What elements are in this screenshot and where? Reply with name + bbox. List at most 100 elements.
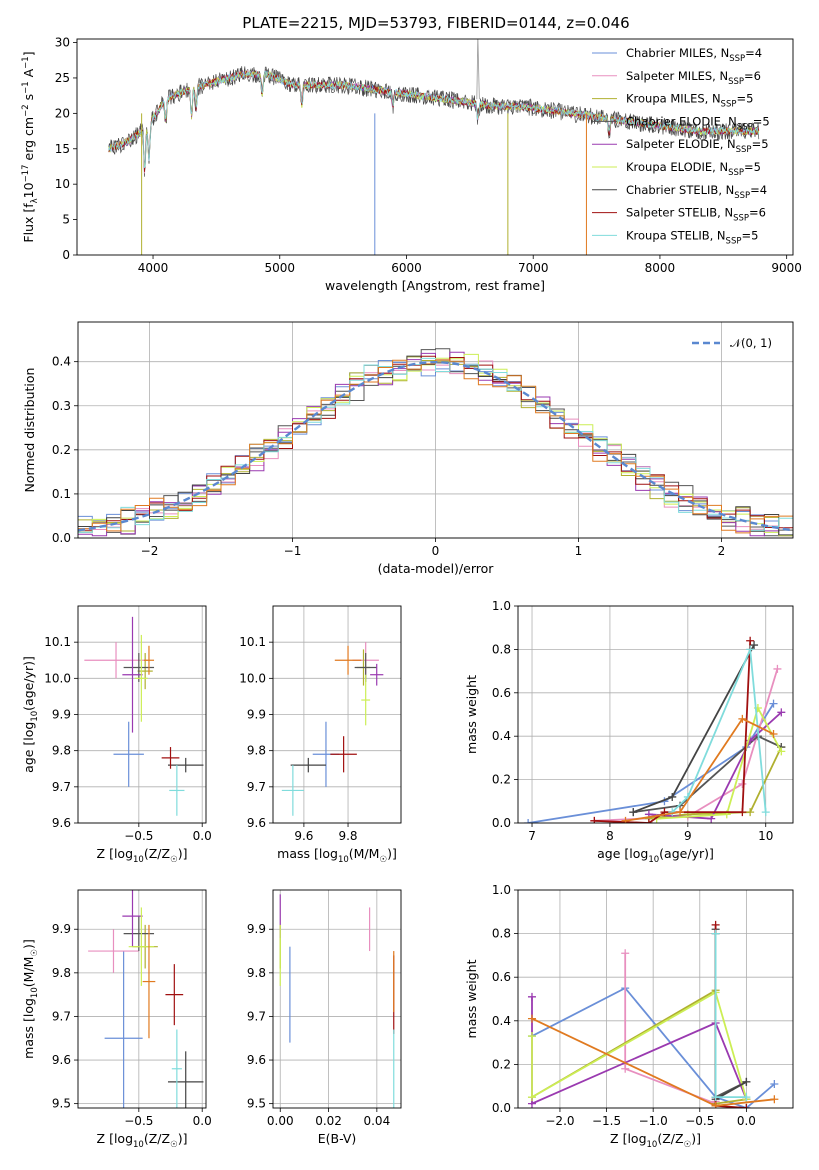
weight-marker	[769, 699, 778, 708]
y-tick-label: 10.0	[239, 671, 266, 685]
y-tick-label: 0.0	[492, 816, 511, 830]
y-axis-label: Normed distribution	[22, 368, 37, 493]
plot-area	[78, 348, 793, 537]
weight-marker	[742, 1104, 751, 1108]
y-tick-label: 9.5	[52, 1097, 71, 1111]
normal-curve	[78, 360, 793, 532]
y-axis-label: mass weight	[464, 675, 479, 754]
y-tick-label: 25	[55, 71, 70, 85]
axes-frame	[517, 889, 794, 1109]
axes-frame	[517, 605, 794, 824]
y-axis-label: age [log10(age/yr)]	[21, 656, 40, 773]
y-tick-label: 9.8	[52, 966, 71, 980]
x-tick-label: 9.6	[294, 829, 313, 843]
x-tick-label: −1.5	[592, 1114, 621, 1128]
weight-marker	[527, 1032, 536, 1041]
weight-marker	[738, 808, 747, 817]
x-tick-label: 0.02	[315, 1114, 342, 1128]
y-axis-label: mass [log10(M/M☉)]	[21, 939, 40, 1059]
x-tick-label: 0	[432, 544, 440, 558]
y-tick-label: 0.0	[492, 1101, 511, 1115]
weight-marker	[738, 714, 747, 723]
weight-marker	[621, 816, 630, 823]
y-tick-label: 9.6	[52, 1053, 71, 1067]
y-tick-label: 0.6	[492, 686, 511, 700]
y-tick-label: 10.1	[44, 635, 71, 649]
weight-marker	[711, 1093, 720, 1102]
legend-label: Kroupa STELIB, NSSP=5	[626, 228, 758, 246]
weight-marker	[668, 792, 677, 801]
y-axis-label: mass weight	[464, 959, 479, 1038]
y-tick-label: 0.8	[492, 927, 511, 941]
x-axis-label: (data-model)/error	[378, 561, 495, 576]
weight-marker	[524, 819, 533, 823]
weight-line	[714, 929, 747, 1101]
spectrum-panel: 4000 5000 6000 7000 8000 9000 0 5 10 15 20 25 30 wave…	[21, 36, 802, 293]
weight-line	[625, 717, 774, 822]
legend-label: Chabrier ELODIE, NSSP=5	[626, 114, 770, 132]
x-tick-label: 4000	[138, 261, 169, 275]
x-tick-label: −0.5	[124, 829, 153, 843]
y-tick-label: 9.5	[247, 1097, 266, 1111]
y-tick-label: 0.4	[492, 1014, 511, 1028]
x-tick-label: −0.5	[685, 1114, 714, 1128]
y-tick-label: 0.4	[492, 729, 511, 743]
y-tick-label: 9.7	[247, 1009, 266, 1023]
weight-marker	[527, 1093, 536, 1102]
age-vs-mass-panel: 9.6 9.8 9.6 9.7 9.8 9.9 10.0 10.1 mass [log10(M/…	[239, 605, 402, 865]
weight-marker	[711, 929, 720, 938]
weight-marker	[644, 819, 653, 823]
y-tick-label: 9.9	[52, 922, 71, 936]
x-tick-label: 9.8	[338, 829, 357, 843]
y-tick-label: 30	[55, 36, 70, 50]
histogram-step	[78, 357, 793, 533]
x-axis-label: Z [log10(Z/Z☉)]	[610, 1131, 701, 1150]
y-tick-label: 0	[62, 248, 70, 262]
x-tick-label: 5000	[264, 261, 295, 275]
x-tick-label: 8	[606, 829, 614, 843]
age-vs-Z-panel: −0.5 0.0 9.6 9.7 9.8 9.9 10.0 10.1 Z [log10(Z/Z☉…	[21, 605, 212, 865]
axes-frame	[272, 605, 402, 824]
x-axis-label: E(B-V)	[318, 1131, 357, 1146]
legend-label: 𝒩(0, 1)	[730, 336, 772, 350]
plot-area	[279, 894, 395, 1108]
y-tick-label: 0.3	[52, 399, 71, 413]
y-axis-label: Flux [fλ10−17 erg cm−2 s−1 A−1]	[21, 51, 40, 242]
weight-line	[714, 933, 747, 1099]
y-tick-label: 9.7	[52, 780, 71, 794]
weight-marker	[769, 730, 778, 739]
x-tick-label: 0.0	[193, 1114, 212, 1128]
weight-marker	[676, 808, 685, 817]
emission-line	[476, 39, 480, 100]
y-tick-label: 0.0	[52, 531, 71, 545]
legend-label: Chabrier MILES, NSSP=4	[626, 46, 762, 64]
axes-frame	[76, 38, 794, 256]
x-tick-label: 7	[528, 829, 536, 843]
weight-marker	[629, 808, 638, 817]
weight-line	[671, 649, 767, 813]
weight-marker	[527, 992, 536, 1001]
legend-label: Salpeter MILES, NSSP=6	[626, 69, 761, 87]
y-tick-label: 9.6	[247, 1053, 266, 1067]
x-tick-label: −2	[141, 544, 159, 558]
y-tick-label: 9.9	[247, 708, 266, 722]
x-axis-label: age [log10(age/yr)]	[597, 846, 714, 865]
x-tick-label: 2	[718, 544, 726, 558]
weight-marker	[761, 808, 770, 817]
plot-area	[108, 39, 760, 255]
x-axis-label: Z [log10(Z/Z☉)]	[97, 1131, 188, 1150]
y-tick-label: 0.2	[52, 443, 71, 457]
weight-marker	[746, 636, 755, 645]
x-axis-label: Z [log10(Z/Z☉)]	[97, 846, 188, 865]
weight-line	[531, 996, 748, 1105]
y-tick-label: 10.0	[44, 671, 71, 685]
axes-frame	[77, 321, 794, 539]
weight-marker	[777, 747, 786, 756]
y-tick-label: 9.8	[247, 744, 266, 758]
x-tick-label: 6000	[391, 261, 422, 275]
weight-marker	[746, 645, 755, 654]
x-tick-label: 9	[684, 829, 692, 843]
y-tick-label: 0.4	[52, 355, 71, 369]
x-tick-label: 8000	[645, 261, 676, 275]
y-tick-label: 10	[55, 177, 70, 191]
